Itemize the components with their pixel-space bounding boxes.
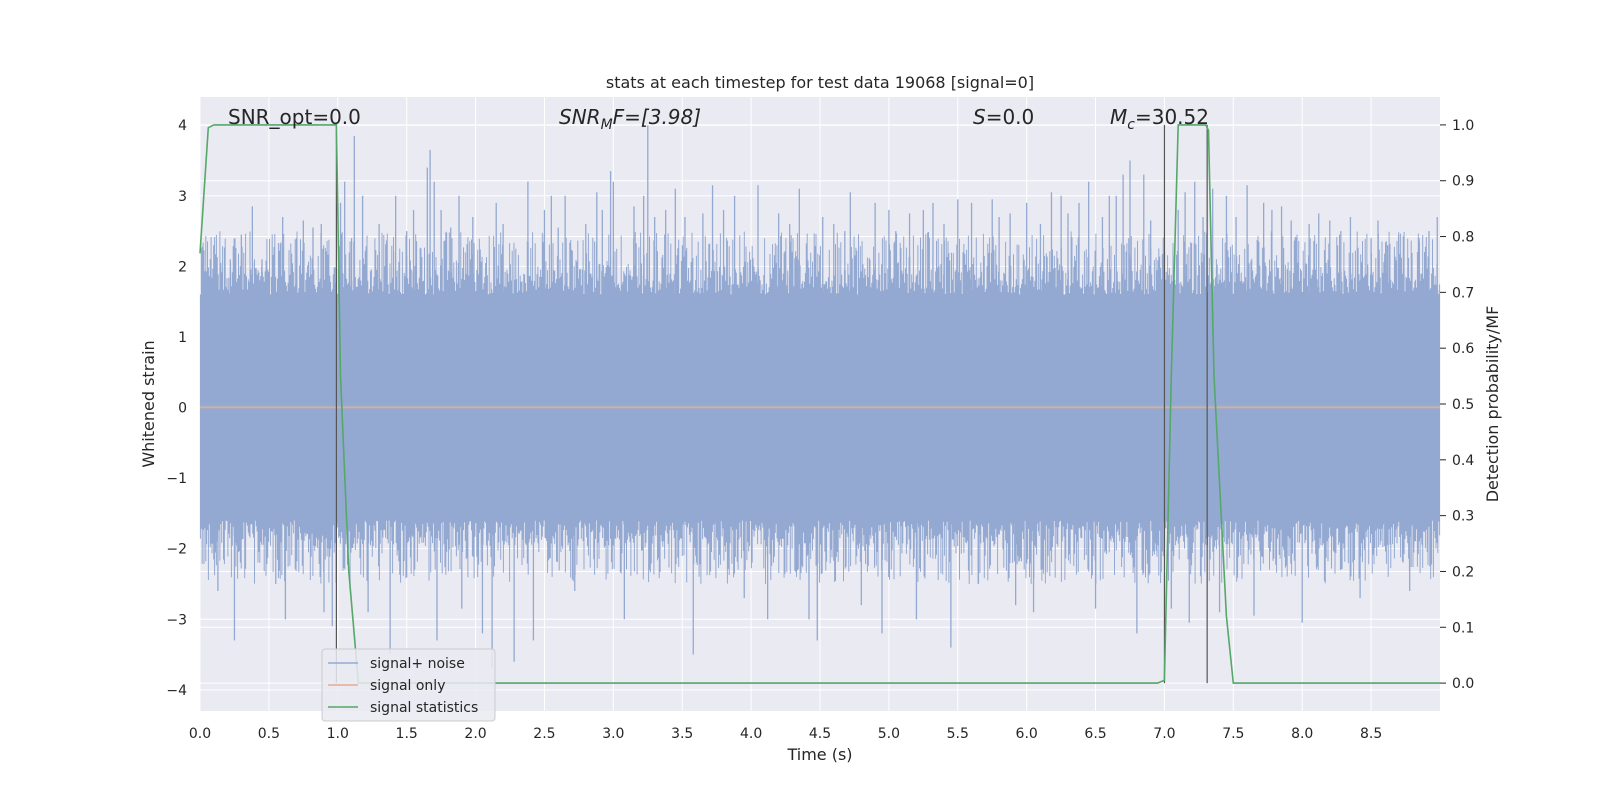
x-tick-label: 5.5 [947,726,969,742]
x-tick-label: 5.0 [878,726,900,742]
y2-tick-label: 0.8 [1452,230,1474,246]
x-tick-label: 8.5 [1360,726,1382,742]
y-axis-ticks: −4 −3 −2 −1 0 1 2 3 4 [166,118,187,699]
x-tick-label: 3.5 [671,726,693,742]
y2-tick-label: 0.2 [1452,564,1474,580]
annotation-s-italic: S [973,105,986,129]
annotation-snr-mf: SNRMF=[3.98] [559,105,701,133]
y2-tick-label: 0.7 [1452,285,1474,301]
y-tick-label: −3 [166,612,187,628]
y-tick-label: −2 [166,542,187,558]
y2-tick-label: 0.3 [1452,509,1474,525]
y-tick-label: 3 [178,189,187,205]
legend-label-signal-statistics: signal statistics [370,700,478,716]
x-tick-label: 2.0 [464,726,486,742]
y2-tick-label: 0.9 [1452,174,1474,190]
y-tick-label: 2 [178,259,187,275]
annotation-snr-mf-rest: F=[3.98] [613,105,701,129]
signal-statistics-line [199,124,1440,684]
y2-tick-label: 0.1 [1452,620,1474,636]
y-tick-label: 4 [178,118,187,134]
x-axis-label: Time (s) [786,745,852,764]
y-tick-label: 0 [178,401,187,417]
y2-axis-label: Detection probability/MF [1483,306,1502,503]
y2-tick-label: 0.6 [1452,341,1474,357]
y2-axis-ticks: 0.0 0.1 0.2 0.3 0.4 0.5 0.6 0.7 0.8 0.9 1.0 [1440,118,1474,692]
x-tick-label: 0.0 [189,726,211,742]
x-tick-label: 4.0 [740,726,762,742]
y2-tick-label: 0.5 [1452,397,1474,413]
x-tick-label: 2.5 [533,726,555,742]
legend-box [321,648,496,722]
x-tick-label: 7.0 [1153,726,1175,742]
x-axis-ticks: 0.0 0.5 1.0 1.5 2.0 2.5 3.0 3.5 4.0 4.5 5.0 5.5 6.0 6… [189,726,1382,742]
annotation-mc-italic: M [1110,105,1127,129]
y2-tick-label: 1.0 [1452,118,1474,134]
annotation-snr-opt: SNR_opt=0.0 [228,105,361,129]
x-tick-label: 0.5 [258,726,280,742]
annotation-mc-rest: =30.52 [1135,105,1209,129]
x-tick-label: 6.0 [1016,726,1038,742]
chart-title: stats at each timestep for test data 190… [606,73,1034,92]
annotation-snr-mf-italic: SNR [559,105,601,129]
annotation-mc: Mc=30.52 [1110,105,1209,133]
x-tick-label: 1.5 [396,726,418,742]
y2-tick-label: 0.0 [1452,676,1474,692]
x-tick-label: 6.5 [1084,726,1106,742]
legend-label-signal-noise: signal+ noise [370,656,465,672]
annotation-s: S=0.0 [973,105,1034,129]
x-tick-label: 4.5 [809,726,831,742]
x-tick-label: 8.0 [1291,726,1313,742]
annotation-snr-mf-sub: M [601,117,613,133]
legend: signal+ noise signal only signal statist… [321,648,496,722]
annotation-s-rest: =0.0 [986,105,1035,129]
y2-tick-label: 0.4 [1452,453,1474,469]
legend-label-signal-only: signal only [370,678,445,694]
y-tick-label: −1 [166,471,187,487]
series-signal-statistics [199,124,1440,684]
x-tick-label: 1.0 [327,726,349,742]
vertical-markers [335,124,1208,684]
y-axis-label: Whitened strain [139,340,158,467]
annotation-mc-sub: c [1127,117,1135,133]
x-tick-label: 3.0 [602,726,624,742]
y-tick-label: −4 [166,683,187,699]
y-tick-label: 1 [178,330,187,346]
x-tick-label: 7.5 [1222,726,1244,742]
series-signal-only [200,405,1440,409]
